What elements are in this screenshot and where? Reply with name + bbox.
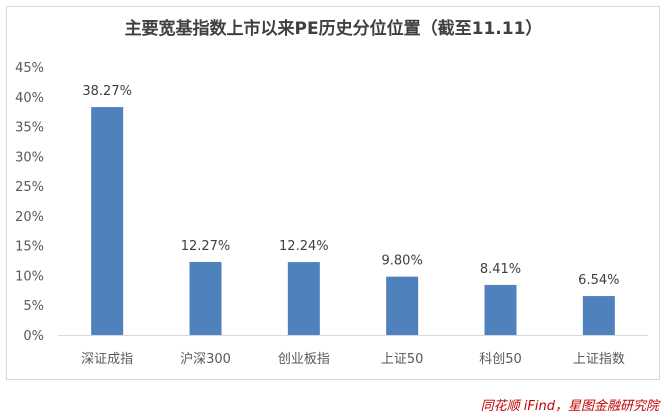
- bar: [386, 276, 419, 335]
- data-label: 8.41%: [480, 262, 521, 277]
- data-label: 12.27%: [181, 239, 231, 254]
- data-label: 38.27%: [82, 84, 132, 99]
- x-tick-label: 上证指数: [573, 352, 625, 367]
- y-tick-label: 45%: [15, 61, 44, 76]
- bar: [582, 296, 615, 335]
- y-tick-label: 40%: [15, 91, 44, 106]
- chart-title: 主要宽基指数上市以来PE历史分位位置（截至11.11）: [124, 19, 543, 39]
- x-tick-label: 沪深300: [180, 351, 231, 367]
- y-tick-label: 10%: [15, 269, 44, 284]
- data-label: 12.24%: [279, 239, 329, 254]
- x-tick-label: 科创50: [479, 352, 522, 367]
- bar: [189, 261, 222, 335]
- y-tick-label: 20%: [15, 210, 44, 225]
- x-tick-label: 创业板指: [278, 352, 330, 367]
- x-tick-label: 上证50: [381, 352, 424, 367]
- y-tick-label: 5%: [23, 299, 44, 314]
- data-label: 6.54%: [578, 273, 619, 288]
- bar: [287, 262, 320, 335]
- y-tick-label: 0%: [23, 329, 44, 344]
- y-tick-label: 15%: [15, 240, 44, 255]
- data-label: 9.80%: [382, 254, 423, 269]
- bars: 38.27% 12.27% 12.24% 9.80% 8.41% 6.54%: [82, 84, 619, 335]
- y-axis: 0% 5% 10% 15% 20% 25% 30% 35% 40% 45%: [15, 61, 44, 344]
- x-axis: 深证成指 沪深300 创业板指 上证50 科创50 上证指数: [81, 351, 625, 367]
- y-tick-label: 35%: [15, 121, 44, 136]
- bar: [484, 284, 517, 335]
- bar: [91, 107, 124, 335]
- x-tick-label: 深证成指: [81, 352, 133, 367]
- y-tick-label: 30%: [15, 150, 44, 165]
- y-tick-label: 25%: [15, 180, 44, 195]
- source-note: 同花顺 iFind，星图金融研究院: [480, 399, 659, 414]
